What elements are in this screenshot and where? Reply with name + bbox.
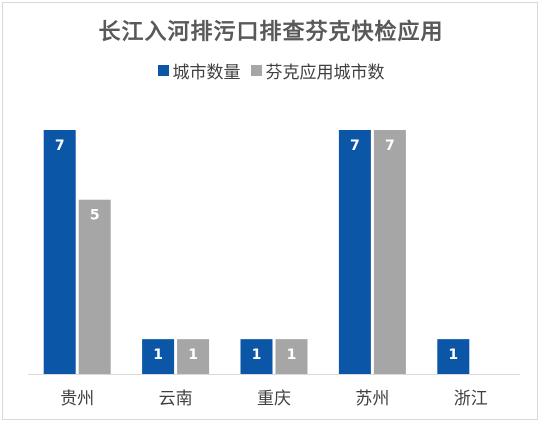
bar-city-count-0	[43, 130, 76, 374]
legend-label-series-1: 芬克应用城市数	[265, 63, 385, 83]
bar-city-count-1	[142, 339, 175, 374]
data-label-series-0-0: 7	[55, 138, 65, 154]
data-label-series-0-2: 1	[252, 347, 262, 363]
legend: 城市数量 芬克应用城市数	[0, 58, 542, 83]
bar-fenke-city-count-2	[275, 339, 308, 374]
bar-city-count-4	[437, 339, 470, 374]
data-label-series-1-2: 1	[287, 347, 297, 363]
bar-fenke-city-count-3	[373, 130, 406, 374]
legend-item-series-1: 芬克应用城市数	[250, 58, 385, 83]
data-label-series-1-1: 1	[188, 347, 198, 363]
x-tick-label-2: 重庆	[257, 389, 291, 409]
data-label-series-0-1: 1	[153, 347, 163, 363]
chart-title: 长江入河排污口排查芬克快检应用	[98, 20, 444, 45]
x-tick-label-3: 苏州	[355, 389, 389, 409]
legend-swatch-series-1	[250, 65, 262, 76]
bar-fenke-city-count-0	[78, 199, 111, 374]
bar-city-count-3	[338, 130, 371, 374]
x-tick-label-0: 贵州	[60, 389, 94, 409]
x-tick-label-1: 云南	[159, 389, 193, 409]
bar-city-count-2	[240, 339, 273, 374]
data-label-series-0-3: 7	[350, 138, 360, 154]
data-label-series-1-3: 7	[385, 138, 395, 154]
legend-label-series-0: 城市数量	[172, 63, 241, 83]
bar-fenke-city-count-1	[177, 339, 210, 374]
data-label-series-1-0: 5	[90, 208, 100, 224]
data-label-series-0-4: 1	[448, 347, 458, 363]
x-tick-label-4: 浙江	[454, 389, 488, 409]
legend-swatch-series-0	[157, 65, 169, 76]
legend-item-series-0: 城市数量	[157, 58, 241, 83]
